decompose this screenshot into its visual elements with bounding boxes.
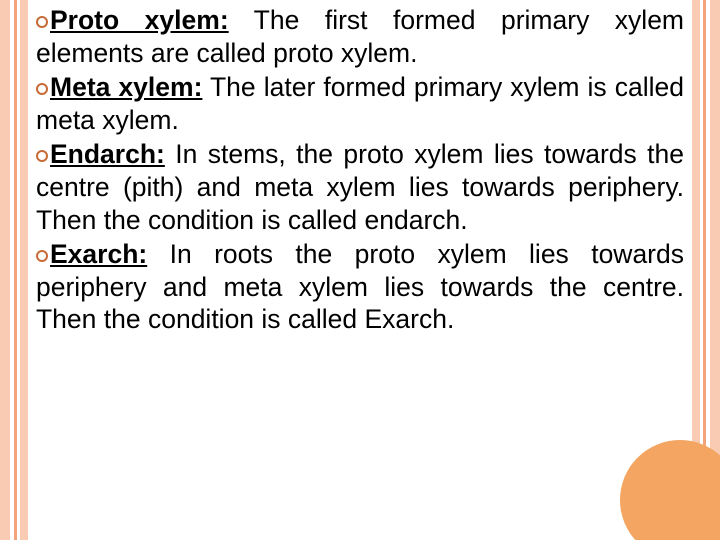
- slide-content: Proto xylem: The first formed primary xy…: [36, 4, 684, 536]
- bullet-icon: [36, 16, 48, 28]
- list-item: Meta xylem: The later formed primary xyl…: [36, 71, 684, 136]
- bullet-icon: [36, 250, 48, 262]
- left-stripe-2: [14, 0, 17, 540]
- list-item: Proto xylem: The first formed primary xy…: [36, 4, 684, 69]
- term: Endarch:: [50, 139, 165, 169]
- list-item: Endarch: In stems, the proto xylem lies …: [36, 138, 684, 236]
- list-item: Exarch: In roots the proto xylem lies to…: [36, 238, 684, 336]
- term: Meta xylem:: [50, 72, 202, 102]
- bullet-icon: [36, 150, 48, 162]
- left-stripe-3: [20, 0, 28, 540]
- bullet-icon: [36, 83, 48, 95]
- term: Proto xylem:: [50, 5, 229, 35]
- left-stripe-1: [0, 0, 10, 540]
- term: Exarch:: [50, 239, 147, 269]
